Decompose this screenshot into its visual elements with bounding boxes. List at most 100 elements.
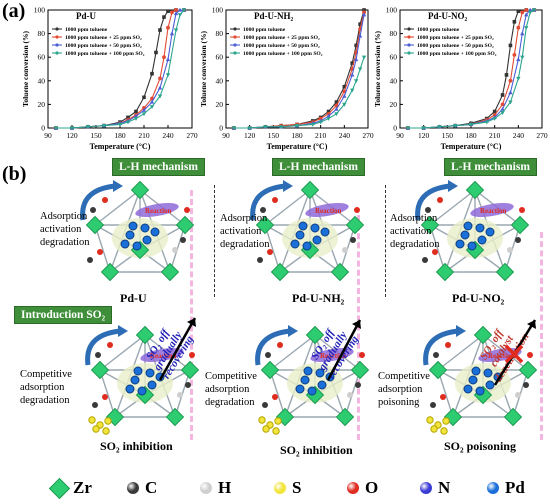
x-tick-label: 270 (536, 131, 548, 140)
x-axis-label: Temperature (°C) (90, 142, 151, 151)
y-tick-label: 20 (216, 100, 224, 109)
framework-edge (429, 224, 446, 273)
molecule-atom (277, 342, 283, 348)
data-point (162, 15, 166, 19)
y-tick-label: 80 (216, 29, 224, 38)
y-tick-label: 60 (38, 53, 46, 62)
legend-swatch (487, 482, 499, 494)
x-tick-label: 240 (339, 131, 351, 140)
data-point (162, 55, 166, 60)
molecule-atom (102, 197, 108, 203)
data-point (520, 55, 525, 60)
legend-entry: 1000 ppm toluene + 25 ppm SO₂ (65, 35, 142, 41)
molecule-atom (359, 352, 365, 358)
data-point (318, 116, 323, 121)
name-top-1: Pd-U (120, 291, 147, 305)
data-point (157, 85, 163, 90)
molecule-atom (184, 207, 190, 213)
data-point (85, 125, 91, 130)
x-tick-label: 180 (114, 131, 126, 140)
x-tick-label: 210 (138, 131, 150, 140)
zr-node (100, 262, 120, 282)
zr-node (160, 262, 180, 282)
legend-swatch (48, 477, 71, 499)
pd-atom (140, 223, 150, 233)
data-point (453, 124, 458, 128)
data-point (174, 8, 178, 12)
panel-b-label: (b) (2, 163, 27, 185)
reaction-band (140, 347, 184, 363)
legend-entry: 1000 ppm toluene + 100 ppm SO₂ (65, 51, 145, 57)
zr-node (473, 325, 493, 345)
pd-atom (147, 380, 157, 390)
data-point (231, 126, 237, 131)
data-point (165, 57, 171, 62)
data-point (520, 10, 525, 15)
data-point (154, 50, 158, 55)
data-point (357, 33, 363, 38)
y-axis-label: Toluene conversion (%) (373, 31, 382, 107)
molecule-atom (515, 392, 521, 398)
data-point (520, 31, 525, 36)
zr-node (180, 360, 200, 380)
data-point (166, 9, 170, 13)
molecule-atom (430, 402, 436, 408)
framework-edge (429, 189, 476, 226)
pd-atom (477, 235, 487, 245)
y-tick-label: 40 (216, 76, 224, 85)
blue-cycle-arrow (415, 183, 451, 221)
molecule-atom (272, 394, 278, 400)
data-point (516, 76, 521, 81)
zr-node (175, 215, 195, 235)
data-point (484, 120, 489, 125)
zr-node (345, 215, 365, 235)
recovery-arrowhead (352, 320, 361, 329)
recovery-arrowhead (187, 318, 196, 327)
data-point (468, 122, 474, 127)
blue-cycle-arrow (85, 328, 121, 366)
data-point (524, 12, 529, 17)
x-tick-label: 210 (315, 131, 327, 140)
legend-entry: 1000 ppm toluene + 100 ppm SO₂ (417, 51, 497, 57)
data-point (141, 108, 147, 112)
framework-edge (269, 369, 286, 418)
legend-item-n: N (420, 478, 450, 498)
legend-swatch (347, 482, 359, 494)
y-tick-label: 0 (41, 124, 45, 133)
molecule-atom (265, 352, 271, 358)
legend-entry: 1000 ppm toluene (65, 27, 108, 33)
zr-node (350, 360, 370, 380)
pd-atom (125, 230, 135, 240)
legend-marker (55, 27, 59, 31)
legend-marker (233, 27, 237, 31)
molecule-atom (267, 249, 273, 255)
data-point (150, 71, 154, 76)
data-point (133, 113, 139, 118)
data-point (361, 12, 367, 17)
blue-arrowhead (456, 325, 466, 337)
sulfur-atom (258, 416, 266, 424)
pd-atom (132, 241, 142, 251)
pd-atom (471, 366, 481, 376)
data-point (126, 115, 130, 120)
data-point (342, 102, 347, 107)
zr-node (330, 262, 350, 282)
data-point (326, 116, 331, 121)
zr-node (335, 407, 355, 427)
molecule-atom (433, 352, 439, 358)
zr-node (135, 325, 155, 345)
data-point (101, 124, 107, 128)
data-point (504, 73, 509, 77)
legend-marker (55, 51, 59, 55)
lh-mechanism-tag-3: L-H mechanism (444, 158, 537, 176)
data-point (524, 26, 529, 30)
molecule-atom (515, 237, 521, 243)
x-tick-label: 270 (186, 131, 198, 140)
pd-atom (290, 239, 300, 249)
data-point (141, 112, 147, 117)
data-point (512, 20, 517, 24)
x-tick-label: 150 (442, 131, 454, 140)
legend-marker (233, 35, 237, 39)
pd-atom (120, 239, 130, 249)
molecule-atom (262, 402, 268, 408)
